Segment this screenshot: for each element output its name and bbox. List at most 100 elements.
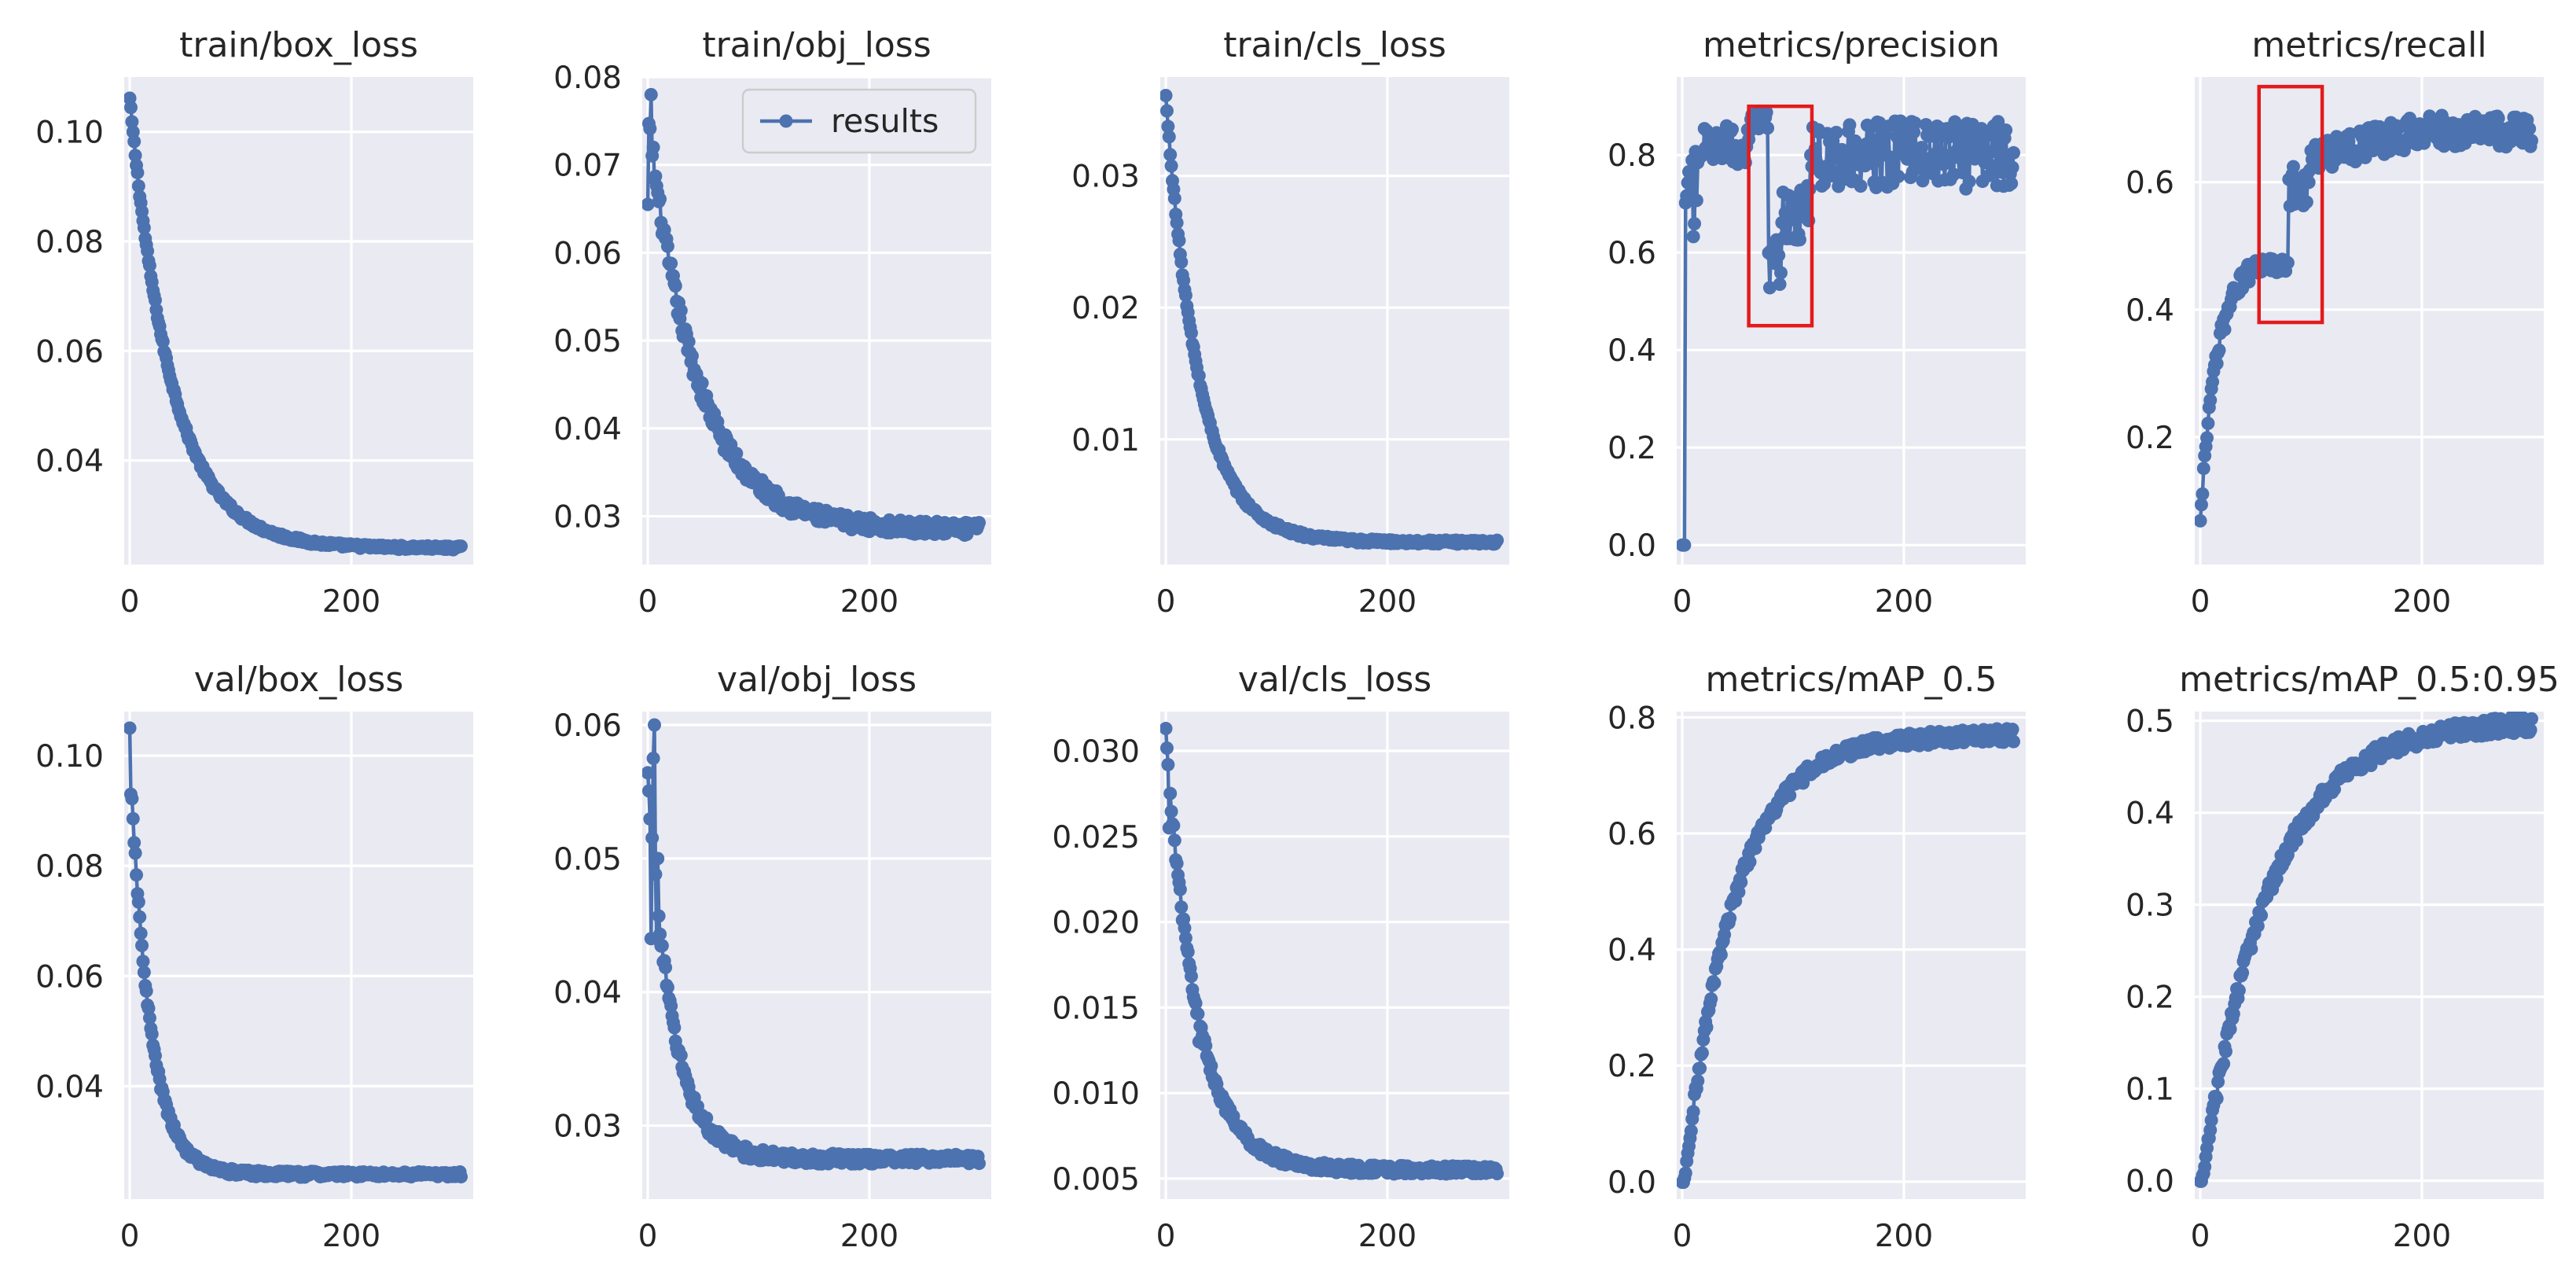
chart-6: 0 200 0.04 0.06 0.08 0.10 val/box_loss xyxy=(35,660,473,1254)
data-point xyxy=(1184,969,1198,984)
y-tick-label: 0.05 xyxy=(553,324,622,359)
y-tick-label: 0.01 xyxy=(1071,423,1140,458)
data-point xyxy=(642,197,655,212)
data-point xyxy=(124,101,138,115)
data-point xyxy=(2210,357,2224,371)
chart-9: 0 200 0.0 0.2 0.4 0.6 0.8 metrics/mAP_0.5 xyxy=(1608,660,2026,1254)
data-point xyxy=(1682,164,1696,178)
data-point xyxy=(2525,712,2538,726)
data-point xyxy=(648,718,661,732)
y-tick-label: 0.04 xyxy=(35,1069,104,1105)
x-tick-label: 0 xyxy=(1156,584,1176,620)
data-point xyxy=(1761,121,1775,135)
legend: results xyxy=(741,88,977,154)
data-point xyxy=(2217,1057,2231,1071)
data-point xyxy=(127,134,141,149)
data-point xyxy=(126,125,140,139)
data-point xyxy=(125,792,139,806)
data-point xyxy=(1161,120,1175,134)
data-point xyxy=(682,334,696,348)
data-point xyxy=(659,960,673,974)
y-tick-label: 0.10 xyxy=(35,116,104,151)
data-point xyxy=(1178,931,1192,945)
data-point xyxy=(655,939,669,953)
plot-area xyxy=(124,77,473,565)
data-point xyxy=(1172,234,1186,248)
data-point xyxy=(653,192,667,206)
y-tick-label: 0.0 xyxy=(1608,528,1656,564)
data-point xyxy=(1962,175,1976,189)
x-tick-label: 200 xyxy=(322,1219,380,1254)
data-point xyxy=(1854,179,1868,193)
y-tick-label: 0.04 xyxy=(35,444,104,480)
y-tick-label: 0.8 xyxy=(1608,701,1656,736)
y-tick-label: 0.06 xyxy=(553,236,622,271)
legend-box xyxy=(741,88,977,154)
plot-area xyxy=(642,77,991,565)
y-tick-label: 0.06 xyxy=(35,334,104,370)
data-point xyxy=(1199,1039,1213,1053)
data-point xyxy=(642,784,656,798)
series-results xyxy=(124,721,468,1184)
chart-title: val/obj_loss xyxy=(717,660,917,700)
data-point xyxy=(1957,158,1971,172)
y-tick-label: 0.06 xyxy=(553,708,622,744)
data-point xyxy=(1774,266,1788,280)
data-point xyxy=(137,221,151,235)
series-results xyxy=(1160,88,1504,551)
data-point xyxy=(1723,911,1737,925)
data-point xyxy=(1915,141,1928,155)
y-tick-label: 0.030 xyxy=(1052,734,1140,770)
data-point xyxy=(2254,908,2269,922)
data-point xyxy=(128,846,142,860)
x-tick-label: 0 xyxy=(638,584,658,620)
data-point xyxy=(2218,322,2232,337)
chart-title: metrics/recall xyxy=(2251,25,2486,65)
y-tick-label: 0.8 xyxy=(1608,138,1656,174)
data-point xyxy=(2195,498,2208,512)
data-point xyxy=(125,115,139,129)
x-tick-label: 200 xyxy=(322,584,380,620)
y-tick-label: 0.4 xyxy=(1608,333,1656,369)
y-tick-label: 0.0 xyxy=(1608,1165,1656,1201)
y-tick-label: 0.5 xyxy=(2126,705,2174,740)
data-point xyxy=(643,812,657,826)
data-point xyxy=(645,831,660,845)
x-tick-label: 0 xyxy=(2191,1219,2210,1254)
highlight-box xyxy=(2257,84,2324,325)
data-point xyxy=(130,868,143,882)
y-tick-label: 0.2 xyxy=(1608,431,1656,466)
data-point xyxy=(1796,193,1810,207)
data-point xyxy=(1991,115,2005,129)
data-point xyxy=(1714,947,1728,962)
data-point xyxy=(642,766,655,780)
y-tick-label: 0.05 xyxy=(553,842,622,877)
chart-title: metrics/mAP_0.5 xyxy=(1706,660,1997,700)
data-point xyxy=(1160,741,1174,756)
data-point xyxy=(145,1027,159,1041)
data-point xyxy=(1160,722,1173,736)
y-tick-label: 0.07 xyxy=(553,149,622,184)
plot-area xyxy=(1160,712,1509,1199)
data-point xyxy=(2218,1044,2232,1058)
data-point xyxy=(2523,122,2537,136)
data-point xyxy=(1160,104,1174,118)
data-point xyxy=(660,981,674,995)
data-point xyxy=(133,910,147,924)
y-tick-label: 0.4 xyxy=(2126,293,2174,329)
data-point xyxy=(1191,1007,1205,1021)
highlight-box xyxy=(1747,104,1814,328)
data-point xyxy=(1700,1021,1714,1035)
data-point xyxy=(1678,1166,1692,1180)
data-point xyxy=(972,516,986,530)
data-point xyxy=(1704,992,1718,1006)
y-tick-label: 0.6 xyxy=(1608,236,1656,271)
data-point xyxy=(2299,195,2313,209)
y-tick-label: 0.2 xyxy=(1608,1049,1656,1084)
data-point xyxy=(2005,160,2019,175)
x-tick-label: 0 xyxy=(2191,584,2210,620)
data-point xyxy=(1164,159,1178,173)
series-results xyxy=(642,718,986,1171)
data-point xyxy=(1204,1059,1218,1073)
data-point xyxy=(2223,1022,2237,1036)
